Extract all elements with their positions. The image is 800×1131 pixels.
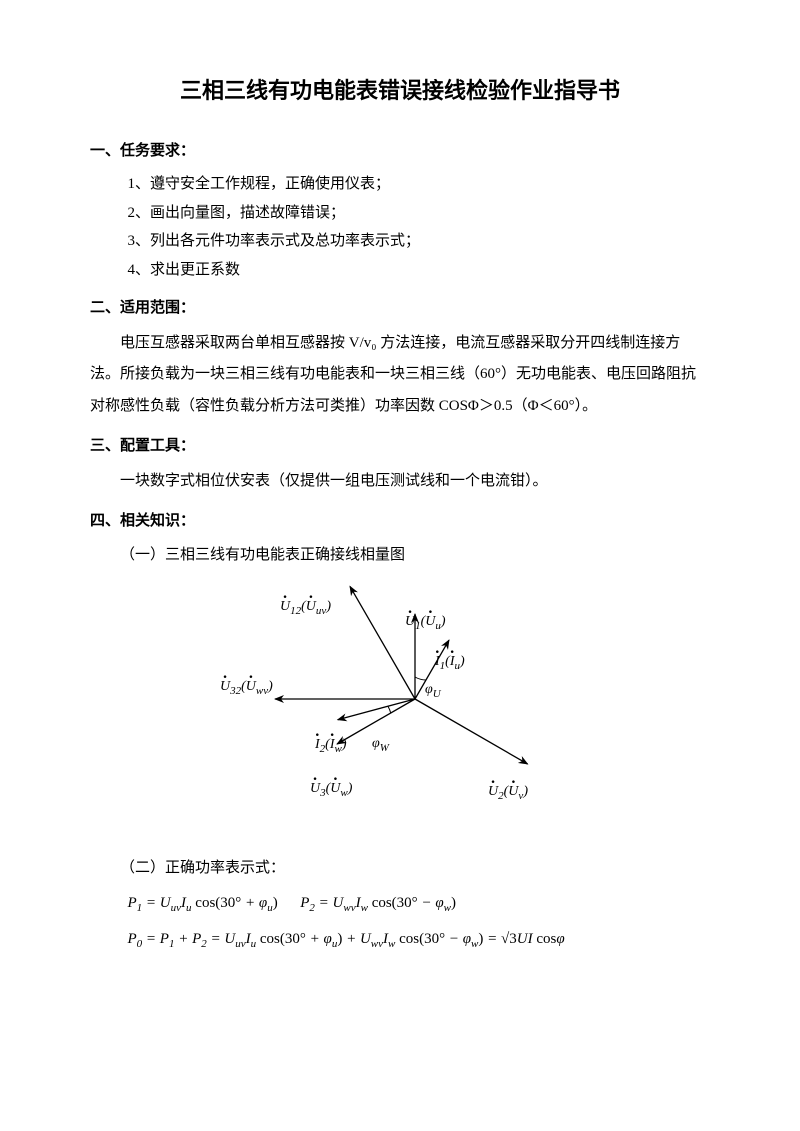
- s4-sub2: （二）正确功率表示式：: [90, 854, 710, 883]
- section3-heading: 三、配置工具：: [90, 432, 710, 461]
- vector-label-U32: U32(Uwv): [220, 674, 320, 704]
- vector-label-U2: U2(Uv): [488, 779, 588, 809]
- s4-sub1: （一）三相三线有功电能表正确接线相量图: [90, 541, 710, 570]
- vector-label-U1: U1(Uu): [405, 609, 505, 639]
- angle-label-phiU: φU: [425, 677, 465, 697]
- page-title: 三相三线有功电能表错误接线检验作业指导书: [90, 70, 710, 112]
- section2-heading: 二、适用范围：: [90, 294, 710, 323]
- vector-label-U3: U3(Uw): [310, 776, 410, 806]
- vector-U2: [415, 699, 528, 764]
- s1-item4: 4、求出更正系数: [90, 256, 710, 285]
- vector-label-U12: U12(Uuv): [280, 594, 380, 624]
- s1-item3: 3、列出各元件功率表示式及总功率表示式；: [90, 227, 710, 256]
- section4-heading: 四、相关知识：: [90, 507, 710, 536]
- formula-p0: P0 = P1 + P2 = UuvIu cos(30° + φu) + Uwv…: [128, 925, 711, 955]
- formula-block: P1 = UuvIu cos(30° + φu) P2 = UwvIw cos(…: [90, 889, 710, 955]
- angle-label-phiW: φW: [372, 731, 412, 751]
- s3-body: 一块数字式相位伏安表（仅提供一组电压测试线和一个电流钳）。: [90, 466, 710, 498]
- vector-I2: [338, 699, 415, 720]
- s1-item2: 2、画出向量图，描述故障错误；: [90, 199, 710, 228]
- phasor-diagram: U1(Uu) U2(Uv) U3(Uw) U12(Uuv) U32(Uwv) I1(Iu)…: [190, 584, 610, 834]
- formula-p1p2: P1 = UuvIu cos(30° + φu) P2 = UwvIw cos(…: [128, 889, 711, 919]
- phasor-diagram-container: U1(Uu) U2(Uv) U3(Uw) U12(Uuv) U32(Uwv) I1(Iu)…: [90, 584, 710, 834]
- s2-body: 电压互感器采取两台单相互感器按 V/v₀ 方法连接，电流互感器采取分开四线制连接…: [90, 328, 710, 423]
- s1-item1: 1、遵守安全工作规程，正确使用仪表；: [90, 170, 710, 199]
- section1-heading: 一、任务要求：: [90, 137, 710, 166]
- vector-label-I1: I1(Iu): [435, 649, 535, 679]
